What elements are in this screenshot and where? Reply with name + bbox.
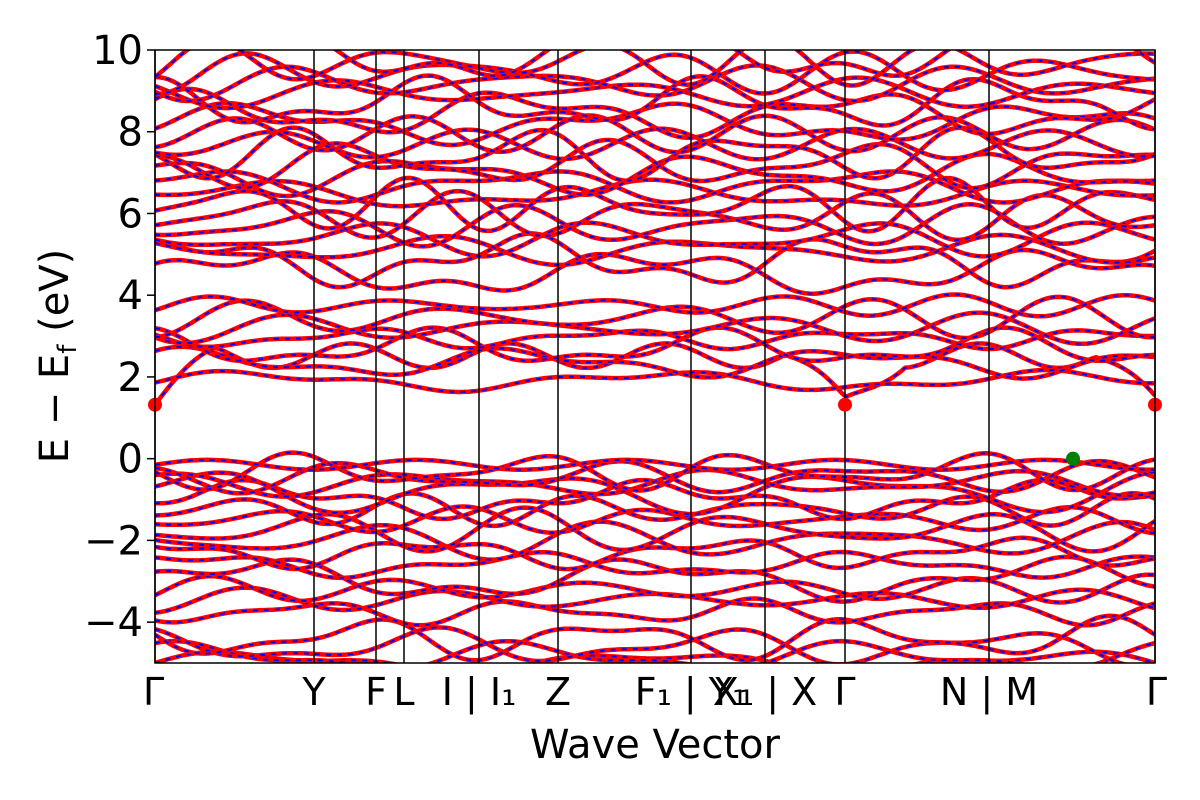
band-line-spin-down: [155, 178, 1155, 208]
y-tick-label: 10: [92, 28, 143, 74]
y-axis-ticks: 10 8 6 4 2 0 −2 −4: [84, 28, 155, 646]
vbm-marker: [1066, 451, 1080, 466]
y-tick-label: 6: [118, 191, 143, 237]
cbm-marker: [838, 397, 852, 412]
band-line-spin-down: [155, 311, 1155, 345]
x-tick-label: X₁ | X: [713, 670, 817, 715]
x-tick-label: Y: [301, 670, 326, 714]
y-tick-label: 8: [118, 110, 143, 156]
x-tick-label: L: [393, 670, 414, 714]
y-tick-label: 4: [118, 273, 143, 319]
band-line-spin-down: [155, 295, 1155, 340]
band-line-spin-down: [155, 597, 1155, 627]
x-tick-label: I | I₁: [442, 670, 517, 715]
x-tick-label: Γ: [143, 670, 164, 714]
y-tick-label: 2: [118, 355, 143, 401]
band-line-spin-down: [155, 327, 1155, 351]
y-axis-title: E − Ef (eV): [32, 249, 83, 464]
y-tick-label: −4: [84, 600, 143, 646]
y-axis-title-unit: (eV): [32, 249, 78, 345]
y-axis-title-subscript: f: [53, 344, 83, 354]
band-line-spin-down: [155, 114, 1155, 154]
x-tick-label: Z: [545, 670, 571, 714]
x-tick-label: F₁ | Y₁: [635, 670, 748, 715]
band-line-spin-down: [155, 505, 1155, 535]
x-tick-label: Γ: [1146, 670, 1167, 714]
y-axis-title-main: E − E: [32, 354, 78, 464]
x-tick-label: N | M: [940, 670, 1038, 715]
band-line-spin-down: [155, 451, 1155, 492]
y-tick-label: 0: [118, 437, 143, 483]
x-tick-label: Γ: [834, 670, 855, 714]
band-line-spin-down: [155, 626, 1124, 663]
x-tick-label: F: [365, 670, 387, 714]
y-tick-label: −2: [84, 518, 143, 564]
plot-frame: [154, 49, 1156, 664]
band-line-spin-down: [155, 470, 1155, 516]
band-line-spin-down: [155, 550, 1155, 579]
band-line-spin-down: [155, 102, 1155, 147]
x-axis-title: Wave Vector: [530, 722, 781, 768]
